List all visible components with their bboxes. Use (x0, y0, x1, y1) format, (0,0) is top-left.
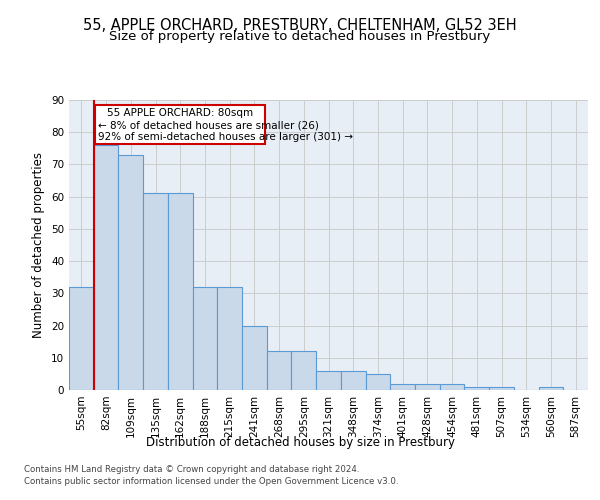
Bar (242, 326, 267, 390)
Text: 92% of semi-detached houses are larger (301) →: 92% of semi-detached houses are larger (… (98, 132, 353, 142)
Text: 55, APPLE ORCHARD, PRESTBURY, CHELTENHAM, GL52 3EH: 55, APPLE ORCHARD, PRESTBURY, CHELTENHAM… (83, 18, 517, 32)
Text: Contains public sector information licensed under the Open Government Licence v3: Contains public sector information licen… (24, 476, 398, 486)
Bar (440, 384, 464, 390)
Text: Distribution of detached houses by size in Prestbury: Distribution of detached houses by size … (146, 436, 455, 449)
FancyBboxPatch shape (95, 105, 265, 144)
Bar (217, 287, 242, 390)
Text: Size of property relative to detached houses in Prestbury: Size of property relative to detached ho… (109, 30, 491, 43)
Bar (464, 387, 489, 390)
Bar (539, 387, 563, 390)
Bar (365, 374, 390, 390)
Y-axis label: Number of detached properties: Number of detached properties (32, 152, 46, 338)
Bar (341, 370, 365, 390)
Bar (292, 352, 316, 390)
Bar (316, 370, 341, 390)
Bar (69, 287, 94, 390)
Bar (415, 384, 440, 390)
Bar (118, 155, 143, 390)
Bar (94, 145, 118, 390)
Text: ← 8% of detached houses are smaller (26): ← 8% of detached houses are smaller (26) (98, 120, 319, 130)
Bar (267, 352, 292, 390)
Bar (168, 194, 193, 390)
Bar (193, 287, 217, 390)
Text: Contains HM Land Registry data © Crown copyright and database right 2024.: Contains HM Land Registry data © Crown c… (24, 466, 359, 474)
Text: 55 APPLE ORCHARD: 80sqm: 55 APPLE ORCHARD: 80sqm (107, 108, 253, 118)
Bar (390, 384, 415, 390)
Bar (143, 194, 168, 390)
Bar (489, 387, 514, 390)
